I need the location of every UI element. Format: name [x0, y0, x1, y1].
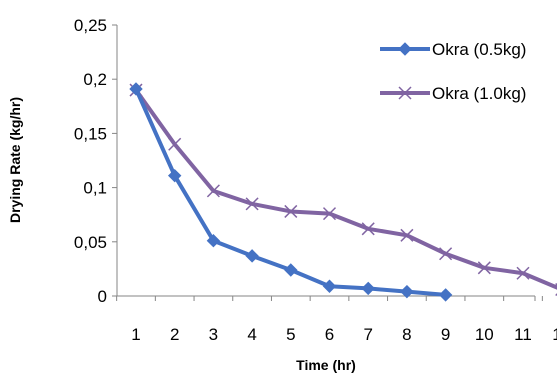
y-tick-label: 0,2 — [83, 70, 107, 89]
series-layer — [129, 82, 557, 302]
legend: Okra (0.5kg) Okra (1.0kg) — [380, 40, 526, 103]
data-point-x — [284, 204, 298, 218]
x-axis-title: Time (hr) — [296, 357, 356, 373]
y-tick-label: 0 — [98, 287, 107, 306]
data-point-x — [439, 247, 453, 261]
x-tick-label: 1 — [131, 325, 140, 344]
x-tick-label: 8 — [402, 325, 411, 344]
data-point-diamond — [129, 82, 143, 96]
data-point-x — [206, 184, 220, 198]
data-point-x — [245, 197, 259, 211]
data-point-diamond — [206, 234, 221, 248]
x-tick-label: 12 — [552, 325, 557, 344]
legend-label-0: Okra (0.5kg) — [432, 40, 526, 59]
x-tick-label: 3 — [209, 325, 218, 344]
data-point-diamond — [438, 288, 453, 302]
y-ticks: 0 0,05 0,1 0,15 0,2 0,25 — [74, 16, 117, 306]
data-point-diamond — [398, 42, 412, 56]
x-tick-label: 6 — [325, 325, 334, 344]
axes — [116, 25, 535, 297]
data-point-diamond — [284, 263, 298, 277]
series-line-1 — [134, 88, 557, 290]
data-point-diamond — [361, 281, 375, 296]
data-point-x — [400, 228, 414, 242]
legend-label-1: Okra (1.0kg) — [432, 84, 526, 103]
data-point-x — [361, 222, 375, 236]
data-point-x — [516, 266, 530, 280]
data-point-diamond — [167, 168, 182, 183]
data-point-x — [398, 86, 412, 100]
x-ticks: 123456789101112 — [116, 296, 557, 344]
x-tick-label: 5 — [286, 325, 295, 344]
data-point-diamond — [245, 249, 259, 263]
x-tick-label: 2 — [170, 325, 179, 344]
data-point-x — [168, 137, 182, 151]
x-tick-label: 4 — [247, 325, 256, 344]
y-tick-label: 0,15 — [74, 124, 107, 143]
y-tick-label: 0,25 — [74, 16, 107, 35]
data-point-diamond — [322, 279, 337, 293]
y-tick-label: 0,05 — [74, 233, 107, 252]
data-point-diamond — [400, 284, 414, 299]
y-axis-title: Drying Rate (kg/hr) — [7, 97, 23, 223]
x-tick-label: 11 — [514, 325, 532, 344]
data-point-x — [477, 261, 491, 275]
y-tick-label: 0,1 — [83, 179, 107, 198]
x-tick-label: 10 — [475, 325, 494, 344]
x-tick-label: 7 — [363, 325, 372, 344]
x-tick-label: 9 — [441, 325, 450, 344]
data-point-x — [322, 207, 337, 221]
